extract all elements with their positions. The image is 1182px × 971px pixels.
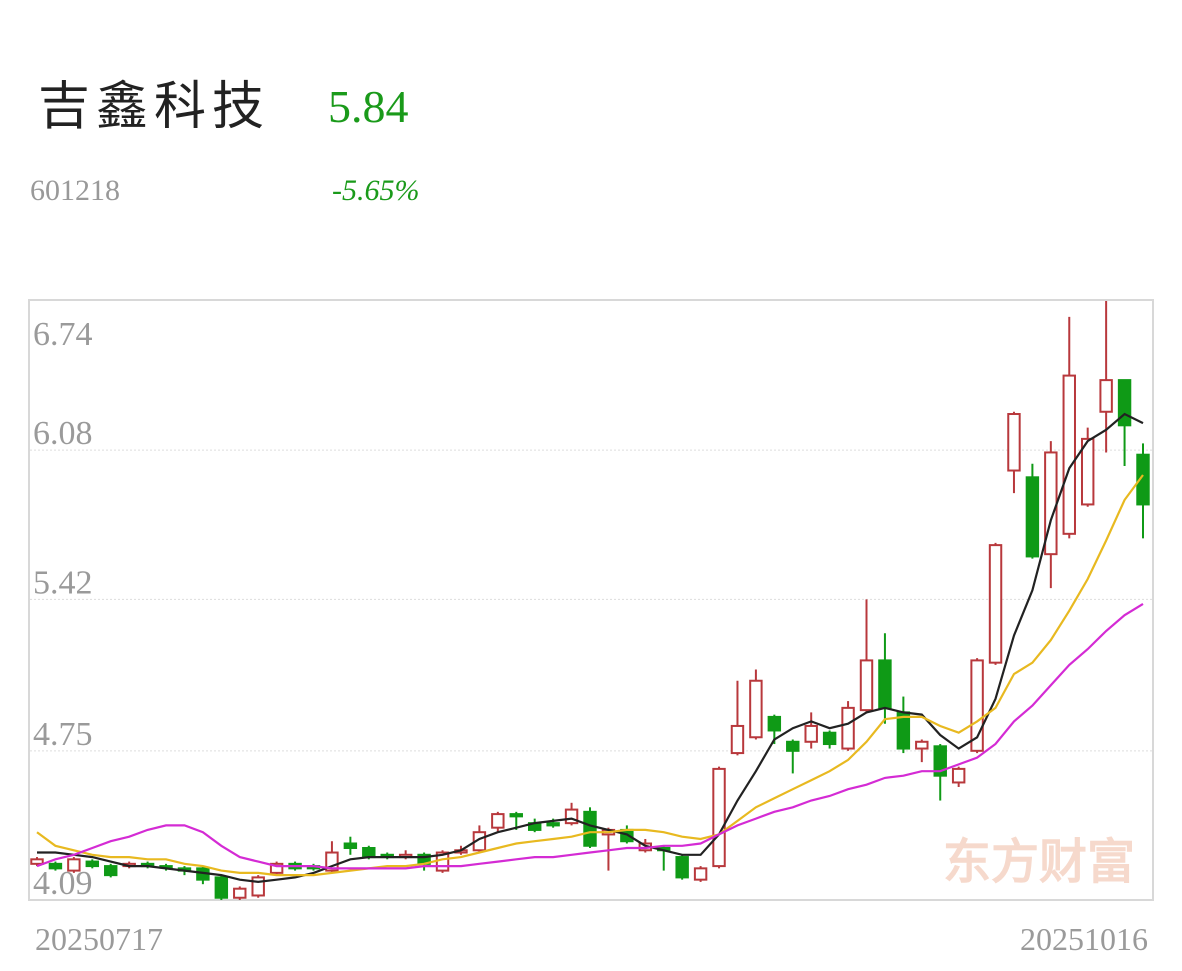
candle-body bbox=[767, 715, 782, 732]
y-tick-label: 6.74 bbox=[33, 316, 93, 353]
plot-frame bbox=[28, 299, 1154, 901]
stock-code: 601218 bbox=[30, 174, 120, 207]
candle-body bbox=[988, 544, 1003, 664]
candle-body bbox=[269, 862, 284, 874]
candle-body bbox=[1136, 453, 1150, 506]
candle-body bbox=[841, 706, 855, 750]
candle-body bbox=[970, 659, 984, 752]
candle-body bbox=[546, 822, 560, 827]
candle-body bbox=[325, 851, 339, 872]
candle-body bbox=[491, 813, 505, 829]
candle-body bbox=[233, 887, 247, 899]
candle-body bbox=[749, 679, 763, 739]
candle-body bbox=[251, 876, 265, 897]
candle-body bbox=[675, 856, 689, 879]
candle-body bbox=[67, 858, 81, 872]
candle-body bbox=[343, 842, 358, 850]
change: -5.65% bbox=[332, 174, 419, 207]
candle-body bbox=[933, 745, 947, 777]
candle-body bbox=[951, 767, 966, 784]
candle-body bbox=[1099, 379, 1113, 413]
candle-body bbox=[730, 724, 745, 755]
candle-body bbox=[104, 865, 118, 877]
x-tick-label: 20250717 bbox=[35, 921, 163, 957]
y-tick-label: 4.09 bbox=[33, 865, 93, 902]
candle-body bbox=[859, 659, 874, 712]
y-tick-label: 4.75 bbox=[33, 716, 93, 753]
y-tick-label: 5.42 bbox=[33, 564, 93, 601]
candle-body bbox=[804, 724, 818, 743]
y-tick-label: 6.08 bbox=[33, 415, 93, 452]
candle-body bbox=[509, 813, 523, 818]
moving-average-line bbox=[37, 412, 1144, 884]
candle-body bbox=[1025, 476, 1040, 558]
candle-body bbox=[30, 858, 44, 865]
candle-body bbox=[362, 847, 376, 859]
candle-body bbox=[786, 740, 800, 752]
candle-body bbox=[564, 808, 579, 825]
candle-body bbox=[693, 867, 708, 881]
price: 5.84 bbox=[328, 81, 409, 132]
moving-average-line bbox=[36, 602, 1144, 870]
moving-average-line bbox=[36, 474, 1144, 877]
stock-name: 吉鑫科技 bbox=[38, 79, 270, 136]
candle-body bbox=[1080, 437, 1095, 506]
candle-body bbox=[214, 876, 229, 899]
candle-body bbox=[712, 767, 726, 868]
candle-body bbox=[822, 731, 837, 746]
candle-body bbox=[583, 810, 597, 847]
x-tick-label: 20251016 bbox=[1020, 921, 1148, 957]
candle-body bbox=[1117, 379, 1132, 427]
candle-body bbox=[48, 862, 63, 870]
watermark: 东方财富 bbox=[943, 834, 1135, 890]
candle-body bbox=[915, 740, 929, 750]
candle-body bbox=[85, 860, 100, 868]
candle-body bbox=[1007, 413, 1021, 472]
candle-body bbox=[1062, 374, 1076, 535]
candle-body bbox=[878, 659, 892, 709]
